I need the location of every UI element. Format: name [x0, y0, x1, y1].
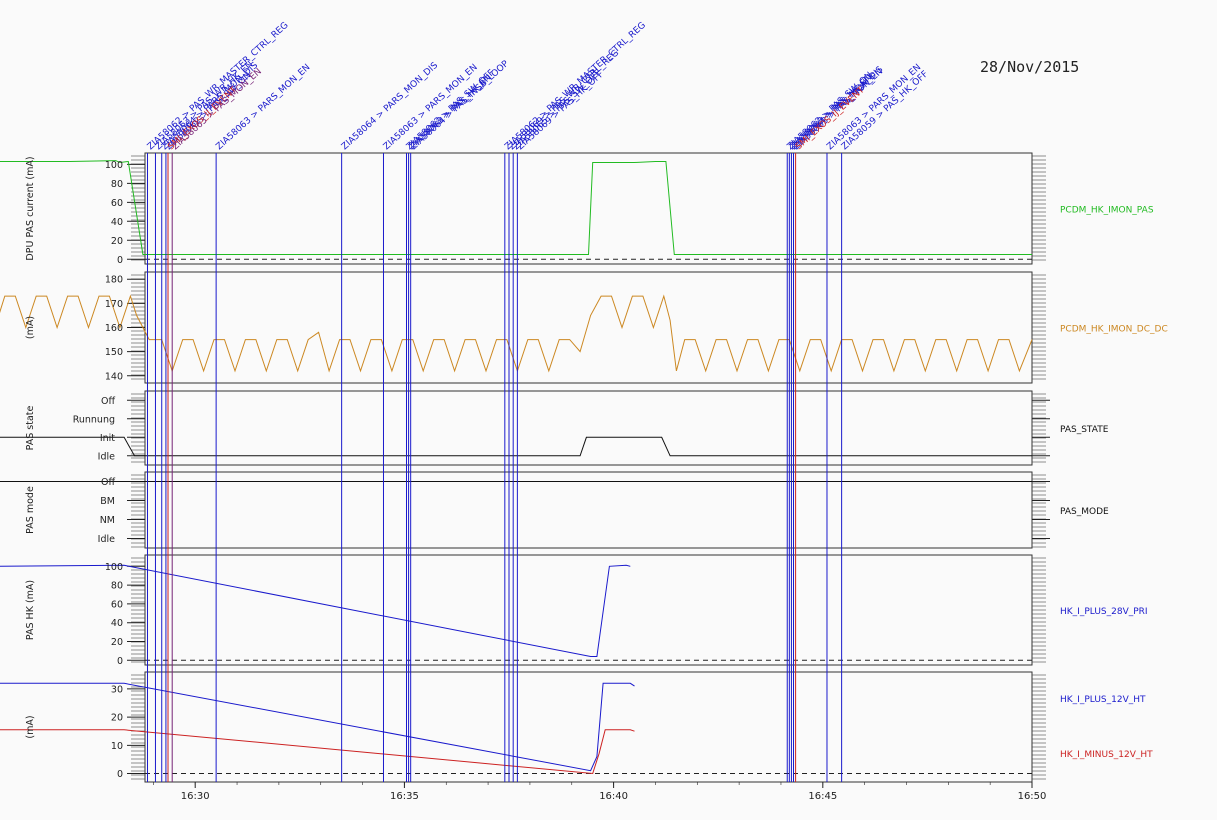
panel-3	[0, 390, 1050, 466]
y-tick-label: 160	[105, 323, 123, 334]
y-tick-label: 140	[105, 371, 123, 382]
series-legend-label: PAS_MODE	[1060, 507, 1109, 517]
panel-4	[0, 471, 1050, 549]
y-tick-label: Idle	[98, 451, 115, 462]
y-axis-label: PAS state	[25, 405, 36, 450]
y-tick-label: 150	[105, 347, 123, 358]
series-legend-label: HK_I_PLUS_12V_HT	[1060, 695, 1146, 705]
y-tick-label: 100	[105, 160, 123, 171]
series-line	[0, 436, 1032, 457]
y-tick-label: Runnung	[73, 414, 115, 425]
panel-frame	[144, 271, 1033, 384]
panel-frame	[144, 671, 1033, 783]
x-tick-label: 16:45	[808, 791, 837, 802]
series-legend-label: PAS_STATE	[1060, 425, 1109, 435]
date-label: 28/Nov/2015	[980, 58, 1080, 76]
panel-5	[0, 554, 1046, 666]
y-tick-label: NM	[100, 515, 115, 526]
y-tick-label: Init	[100, 433, 115, 444]
panel-2	[0, 271, 1046, 384]
y-tick-label: 20	[111, 236, 123, 247]
x-tick-label: 16:35	[390, 791, 419, 802]
panel-6	[0, 671, 1046, 783]
x-tick-label: 16:40	[599, 791, 628, 802]
series-line	[0, 564, 631, 657]
y-tick-label: 10	[111, 741, 123, 752]
y-tick-label: 80	[111, 179, 123, 190]
y-axis-label: (mA)	[25, 316, 36, 339]
series-line	[0, 294, 1033, 373]
y-tick-label: 170	[105, 299, 123, 310]
y-tick-label: 0	[117, 769, 123, 780]
y-tick-label: 40	[111, 217, 123, 228]
series-legend-label: HK_I_MINUS_12V_HT	[1060, 750, 1153, 760]
y-tick-label: BM	[100, 496, 115, 507]
x-tick-label: 16:30	[181, 791, 210, 802]
panel-frame	[144, 554, 1033, 666]
y-tick-label: Off	[101, 477, 115, 488]
y-tick-label: Idle	[98, 534, 115, 545]
y-tick-label: 180	[105, 275, 123, 286]
y-tick-label: Off	[101, 396, 115, 407]
y-axis-label: PAS mode	[25, 486, 36, 534]
event-label: ZIA58059 > PAS_HK_OFF	[840, 69, 930, 152]
y-tick-label: 20	[111, 637, 123, 648]
y-axis-label: DPU PAS current (mA)	[25, 156, 36, 260]
y-tick-label: 30	[111, 684, 123, 695]
y-tick-label: 20	[111, 713, 123, 724]
y-axis-label: (mA)	[25, 715, 36, 738]
y-tick-label: 0	[117, 255, 123, 266]
series-legend-label: HK_I_PLUS_28V_PRI	[1060, 607, 1148, 617]
series-line	[0, 729, 635, 775]
panel-1	[0, 152, 1046, 265]
panel-frame	[144, 152, 1033, 265]
series-line	[0, 160, 1032, 255]
y-tick-label: 100	[105, 562, 123, 573]
panel-frame	[144, 390, 1033, 466]
y-axis-label: PAS HK (mA)	[25, 580, 36, 640]
panel-frame	[144, 471, 1033, 549]
series-line	[0, 682, 635, 772]
series-legend-label: PCDM_HK_IMON_PAS	[1060, 206, 1154, 216]
y-tick-label: 40	[111, 618, 123, 629]
x-tick-label: 16:50	[1018, 791, 1047, 802]
y-tick-label: 0	[117, 656, 123, 667]
series-legend-label: PCDM_HK_IMON_DC_DC	[1060, 325, 1168, 335]
event-label: ZIA58069 > PAS_HK_OFF	[516, 69, 606, 152]
y-tick-label: 60	[111, 198, 123, 209]
y-tick-label: 60	[111, 599, 123, 610]
y-tick-label: 80	[111, 581, 123, 592]
